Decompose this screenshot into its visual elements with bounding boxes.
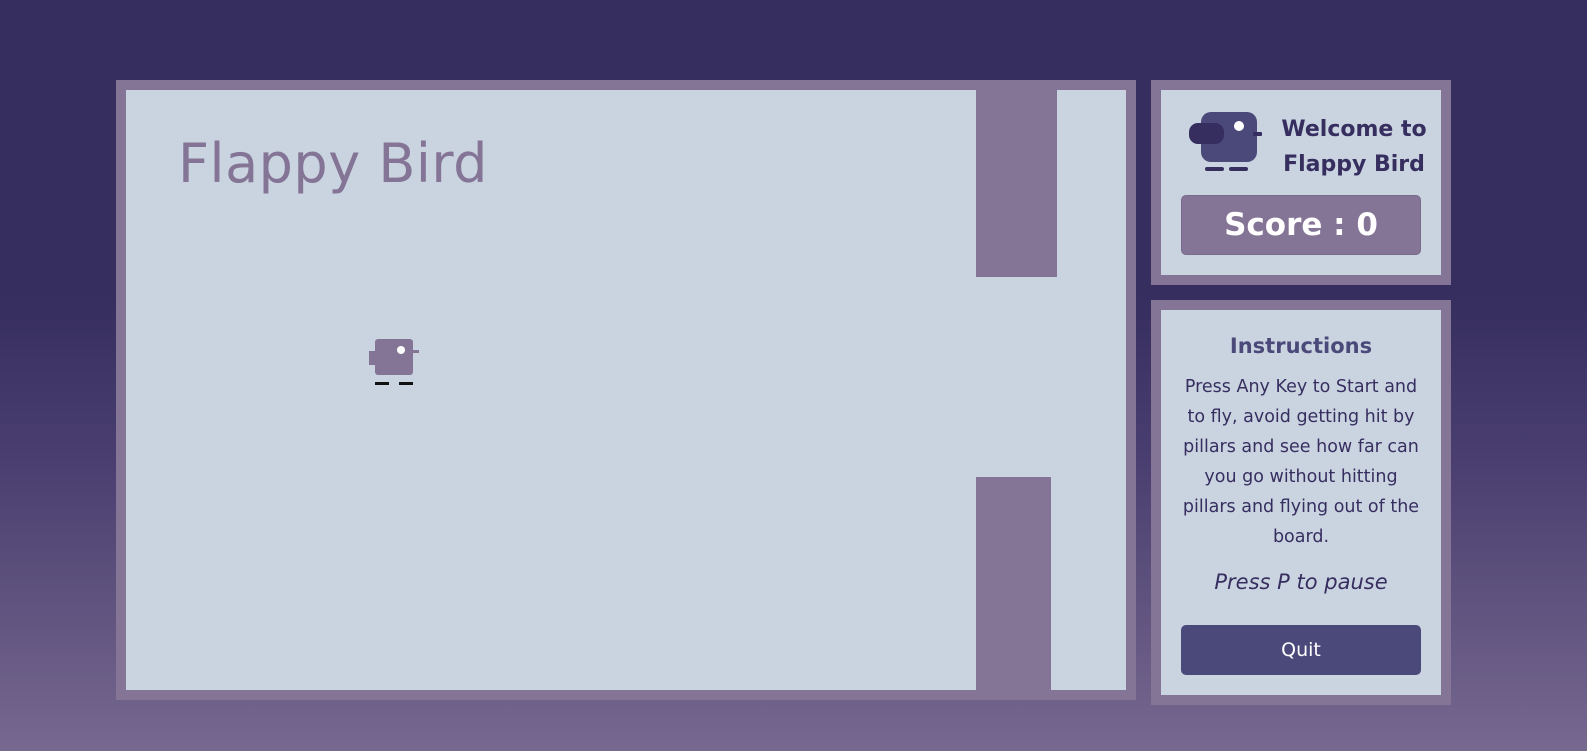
pause-hint: Press P to pause — [1214, 570, 1388, 594]
welcome-heading: Welcome to Flappy Bird — [1279, 112, 1429, 182]
instructions-text: Press Any Key to Start and to fly, avoid… — [1182, 377, 1420, 547]
bird-icon — [369, 339, 419, 385]
quit-button[interactable]: Quit — [1181, 625, 1421, 675]
instructions-title: Instructions — [1229, 334, 1373, 358]
welcome-panel: Welcome to Flappy Bird Score : 0 — [1161, 90, 1441, 275]
instructions-panel-frame: Instructions Press Any Key to Start and … — [1151, 300, 1451, 705]
bird-logo-icon — [1189, 112, 1262, 171]
pillar-top — [976, 90, 1057, 277]
welcome-line-1: Welcome to — [1281, 117, 1427, 142]
game-board[interactable]: Flappy Bird — [126, 90, 1126, 690]
game-title: Flappy Bird — [178, 132, 488, 195]
welcome-panel-frame: Welcome to Flappy Bird Score : 0 — [1151, 80, 1451, 285]
pillar-bottom — [976, 477, 1051, 690]
instructions-panel: Instructions Press Any Key to Start and … — [1161, 310, 1441, 695]
game-board-frame: Flappy Bird — [116, 80, 1136, 700]
score-display: Score : 0 — [1181, 195, 1421, 255]
welcome-line-2: Flappy Bird — [1283, 152, 1425, 177]
